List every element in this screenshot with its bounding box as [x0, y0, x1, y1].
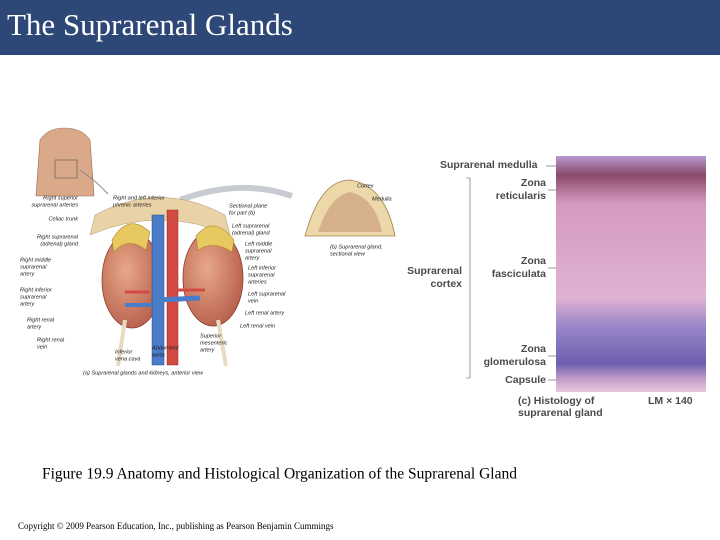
figure-label: Right renal [37, 337, 65, 343]
figure-label: Right and left inferior [113, 195, 166, 201]
figure-label: Left suprarenal [248, 291, 286, 297]
figure-label: (b) Suprarenal gland, [330, 244, 383, 250]
figure-label: Superior [200, 333, 222, 339]
figure-label: fasciculata [492, 268, 546, 280]
figure-label: sectional view [330, 251, 366, 257]
figure-label: (adrenal) gland [232, 230, 271, 236]
figure-label: LM × 140 [648, 395, 693, 407]
figure-label: phrenic arteries [112, 202, 152, 208]
figure-label: Left suprarenal [232, 223, 270, 229]
figure-label: Cortex [357, 183, 374, 189]
figure-caption: Figure 19.9 Anatomy and Histological Org… [42, 466, 517, 483]
figure-label: Abdominal [151, 345, 179, 351]
figure-label: for part (b) [229, 210, 255, 216]
figure-label: glomerulosa [484, 356, 547, 368]
figure-label: Left renal vein [240, 323, 275, 329]
figure-label: Zona [521, 255, 546, 267]
figure-label: artery [245, 255, 261, 261]
figure-label: Right middle [20, 257, 51, 263]
figure-label: suprarenal [245, 248, 272, 254]
figure-label: Right suprarenal [37, 234, 79, 240]
figure-label: vein [37, 344, 47, 350]
figure-label: suprarenal [20, 294, 47, 300]
figure-label: (adrenal) gland [40, 241, 79, 247]
figure-label: Celiac trunk [48, 216, 79, 222]
figure-label: suprarenal arteries [31, 202, 78, 208]
figure-label: Right inferior [20, 287, 53, 293]
figure-label: Zona [521, 343, 546, 355]
figure-label: artery [20, 271, 36, 277]
figure-label: Sectional plane [229, 203, 267, 209]
figure-label: arteries [248, 279, 267, 285]
figure-label: Suprarenal [407, 265, 462, 277]
figure-label: artery [20, 301, 36, 307]
figure-label: cortex [430, 278, 462, 290]
figure-label: Inferior [115, 349, 134, 355]
figure-label: Right renal [27, 317, 55, 323]
figure-label: mesenteric [200, 340, 228, 346]
figure-label: Zona [521, 177, 546, 189]
figure-label: Left inferior [248, 265, 277, 271]
figure-label: vena cava [115, 356, 141, 362]
title-bar [0, 0, 720, 55]
figure-label: Suprarenal medulla [440, 159, 538, 171]
figure-label: artery [27, 324, 43, 330]
figure-label: aorta [152, 352, 165, 358]
figure-label: suprarenal [248, 272, 275, 278]
anatomy-illustration [35, 127, 706, 392]
slide-title: The Suprarenal Glands [7, 7, 293, 42]
figure-label: Medulla [372, 196, 392, 202]
figure-label: Left middle [245, 241, 272, 247]
figure-label: Capsule [505, 374, 546, 386]
figure-label: suprarenal [20, 264, 47, 270]
figure-label: (c) Histology of [518, 395, 595, 407]
figure-label: Left renal artery [245, 310, 285, 316]
figure-label: Right superior [43, 195, 79, 201]
copyright: Copyright © 2009 Pearson Education, Inc.… [18, 521, 334, 531]
figure-label: vein [248, 298, 258, 304]
figure-label: suprarenal gland [518, 407, 603, 419]
figure-label: reticularis [496, 190, 546, 202]
figure-label: (a) Suprarenal glands and kidneys, anter… [83, 370, 204, 376]
histology-micrograph [556, 156, 706, 392]
figure-label: artery [200, 347, 216, 353]
